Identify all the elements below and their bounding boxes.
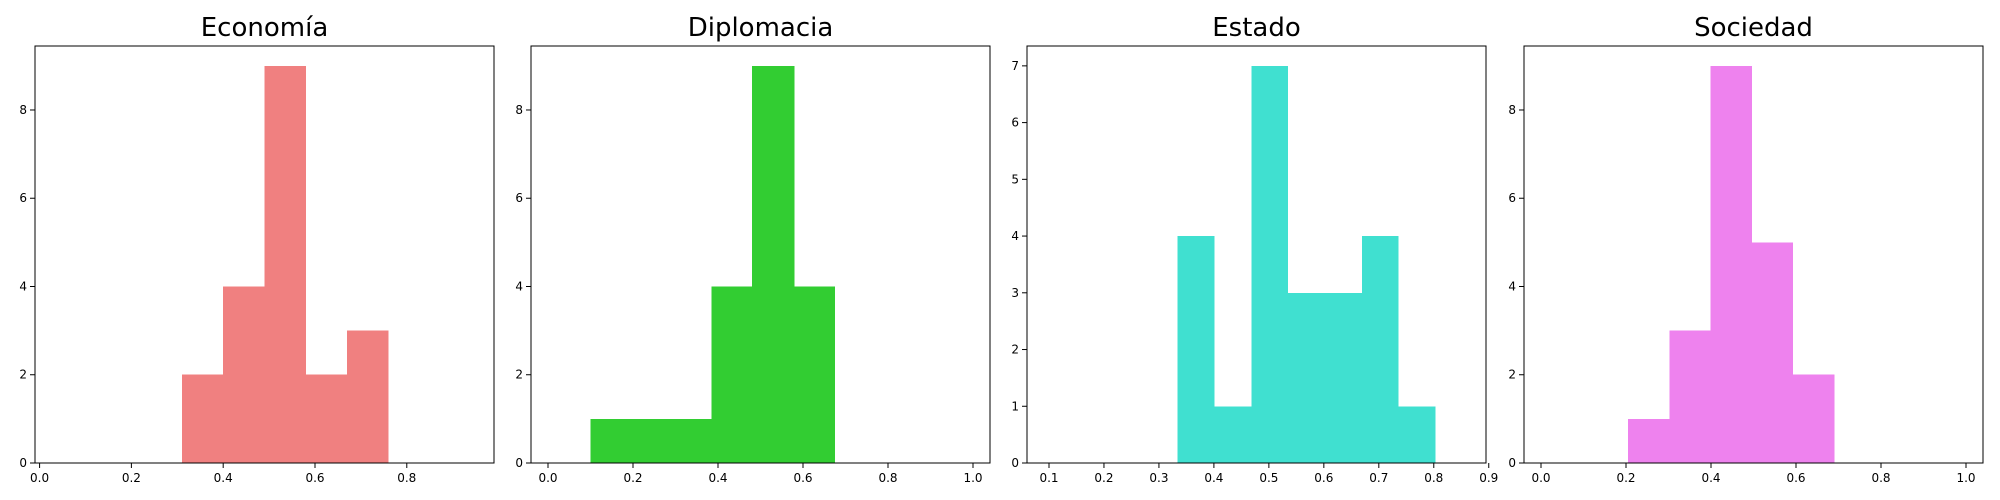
histogram-bar bbox=[1793, 374, 1835, 463]
x-tick-label: 0.4 bbox=[708, 471, 727, 485]
x-tick-label: 0.6 bbox=[305, 471, 324, 485]
x-tick-label: 0.4 bbox=[214, 471, 233, 485]
y-tick-label: 2 bbox=[515, 368, 523, 382]
histogram-bar bbox=[1628, 418, 1670, 463]
histogram-bar bbox=[264, 65, 306, 463]
y-tick-label: 6 bbox=[515, 191, 523, 205]
histogram-bar bbox=[1251, 65, 1289, 463]
y-tick-label: 1 bbox=[1011, 399, 1019, 413]
x-tick-label: 1.0 bbox=[963, 471, 982, 485]
chart-panel-2: Diplomacia 0.0 0.2 0.4 0.6 0.8 1.0 0 2 4 6 8 bbox=[515, 13, 991, 485]
x-tick-label: 0.8 bbox=[1871, 471, 1890, 485]
x-tick-label: 0.6 bbox=[793, 471, 812, 485]
histogram-bar bbox=[1177, 236, 1215, 463]
histogram-bar bbox=[590, 418, 631, 463]
y-tick-label: 4 bbox=[1508, 279, 1516, 293]
histogram-bar bbox=[1669, 330, 1711, 463]
y-tick-label: 3 bbox=[1011, 286, 1019, 300]
x-tick-label: 0.2 bbox=[1094, 471, 1113, 485]
y-tick-label: 0 bbox=[1508, 456, 1516, 470]
chart-panel-4: Sociedad 0.0 0.2 0.4 0.6 0.8 1.0 0 2 4 6 8 bbox=[1508, 13, 1984, 485]
y-tick-label: 8 bbox=[515, 103, 523, 117]
histogram-bar bbox=[1710, 65, 1752, 463]
histogram-bar bbox=[1751, 242, 1794, 463]
axes-frame bbox=[34, 45, 495, 464]
axes-frame bbox=[1026, 45, 1487, 464]
histogram-bar bbox=[711, 286, 752, 463]
x-tick-label: 0.2 bbox=[623, 471, 642, 485]
x-tick-label: 0.1 bbox=[1039, 471, 1058, 485]
y-tick-label: 8 bbox=[19, 103, 27, 117]
x-tick-label: 0.8 bbox=[878, 471, 897, 485]
y-tick-label: 0 bbox=[19, 456, 27, 470]
y-tick-label: 2 bbox=[19, 368, 27, 382]
histogram-bar bbox=[1288, 292, 1325, 463]
histogram-bar bbox=[1324, 292, 1362, 463]
y-tick-label: 0 bbox=[1011, 456, 1019, 470]
y-tick-label: 2 bbox=[1508, 368, 1516, 382]
x-tick-label: 0.7 bbox=[1369, 471, 1388, 485]
y-tick-label: 7 bbox=[1011, 59, 1019, 73]
axes-frame bbox=[530, 45, 991, 464]
y-tick-label: 6 bbox=[19, 191, 27, 205]
histogram-bar bbox=[671, 418, 712, 463]
y-tick-label: 5 bbox=[1011, 172, 1019, 186]
y-tick-label: 6 bbox=[1508, 191, 1516, 205]
chart-title: Economía bbox=[201, 13, 329, 43]
y-tick-label: 0 bbox=[515, 456, 523, 470]
x-tick-label: 0.6 bbox=[1314, 471, 1333, 485]
x-tick-label: 0.5 bbox=[1259, 471, 1278, 485]
histogram-bar bbox=[794, 286, 835, 463]
x-tick-label: 0.0 bbox=[1531, 471, 1550, 485]
x-tick-label: 1.0 bbox=[1956, 471, 1975, 485]
histogram-bar bbox=[347, 330, 389, 463]
x-tick-label: 0.0 bbox=[30, 471, 49, 485]
x-tick-label: 0.3 bbox=[1149, 471, 1168, 485]
x-tick-label: 0.6 bbox=[1786, 471, 1805, 485]
y-tick-label: 4 bbox=[1011, 229, 1019, 243]
x-tick-label: 0.8 bbox=[1424, 471, 1443, 485]
histogram-bar bbox=[630, 418, 672, 463]
chart-title: Estado bbox=[1212, 13, 1301, 43]
histogram-bar bbox=[223, 286, 265, 463]
x-tick-label: 0.0 bbox=[538, 471, 557, 485]
histogram-bar bbox=[1361, 236, 1399, 463]
x-tick-label: 0.4 bbox=[1701, 471, 1720, 485]
axes-frame bbox=[1523, 45, 1984, 464]
x-tick-label: 0.8 bbox=[397, 471, 416, 485]
x-tick-label: 0.2 bbox=[122, 471, 141, 485]
histogram-bar bbox=[305, 374, 348, 463]
chart-panel-3: Estado 0.1 0.2 0.3 0.4 0.5 0.6 0.7 0.8 0.9 0 1 2 3 4 5 6… bbox=[1011, 13, 1498, 485]
y-tick-label: 2 bbox=[1011, 343, 1019, 357]
histogram-bar bbox=[1398, 406, 1436, 463]
chart-title: Sociedad bbox=[1694, 13, 1813, 43]
y-tick-label: 4 bbox=[19, 279, 27, 293]
histogram-bar bbox=[752, 65, 795, 463]
x-tick-label: 0.4 bbox=[1204, 471, 1223, 485]
y-tick-label: 6 bbox=[1011, 116, 1019, 130]
chart-panel-1: Economía 0.0 0.2 0.4 0.6 0.8 0 2 4 6 8 bbox=[19, 13, 495, 485]
y-tick-label: 4 bbox=[515, 279, 523, 293]
chart-title: Diplomacia bbox=[688, 13, 834, 43]
histogram-bar bbox=[1214, 406, 1252, 463]
x-tick-label: 0.9 bbox=[1479, 471, 1498, 485]
y-tick-label: 8 bbox=[1508, 103, 1516, 117]
x-tick-label: 0.2 bbox=[1616, 471, 1635, 485]
histogram-bar bbox=[181, 374, 224, 463]
